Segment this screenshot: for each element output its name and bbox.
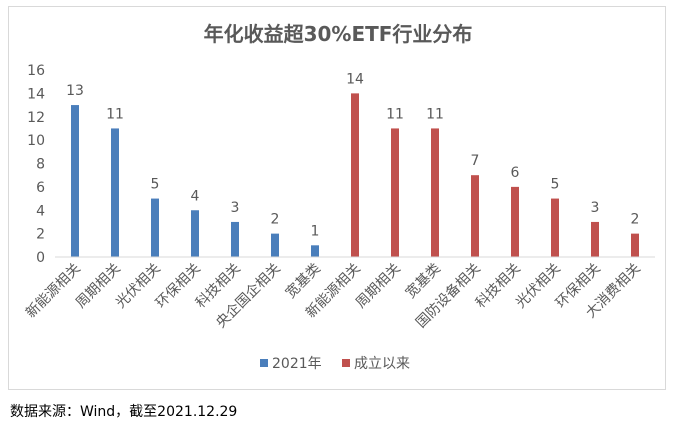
y-tick-label: 10 bbox=[27, 133, 45, 149]
bar bbox=[431, 128, 439, 257]
bar-value-label: 3 bbox=[591, 200, 600, 216]
legend-swatch bbox=[260, 359, 268, 367]
bar bbox=[591, 221, 599, 257]
bar-value-label: 4 bbox=[191, 188, 200, 204]
bar bbox=[151, 198, 159, 257]
bar bbox=[511, 186, 519, 257]
bar-value-label: 11 bbox=[386, 106, 404, 122]
bar-value-label: 7 bbox=[471, 153, 480, 169]
legend-item[interactable]: 成立以来 bbox=[342, 356, 410, 372]
y-tick-label: 8 bbox=[36, 157, 45, 173]
bar bbox=[631, 233, 639, 257]
bar-value-label: 1 bbox=[311, 223, 320, 239]
x-tick-label: 周期相关 bbox=[353, 261, 404, 312]
bars bbox=[71, 93, 639, 257]
legend-item[interactable]: 2021年 bbox=[260, 356, 322, 372]
y-tick-label: 0 bbox=[36, 250, 45, 266]
y-tick-label: 12 bbox=[27, 110, 45, 126]
bar bbox=[111, 128, 119, 257]
chart-title: 年化收益超30%ETF行业分布 bbox=[204, 22, 473, 46]
x-axis: 新能源相关周期相关光伏相关环保相关科技相关央企国企相关宽基类新能源相关周期相关宽… bbox=[23, 256, 655, 331]
bar-value-label: 5 bbox=[151, 177, 160, 193]
bar bbox=[191, 210, 199, 257]
bar bbox=[71, 105, 79, 257]
bar-value-label: 3 bbox=[231, 200, 240, 216]
bar bbox=[391, 128, 399, 257]
bar bbox=[471, 175, 479, 257]
bar bbox=[231, 221, 239, 257]
legend-label: 2021年 bbox=[272, 356, 322, 372]
bar-value-label: 11 bbox=[106, 106, 124, 122]
bar bbox=[271, 233, 279, 257]
bar-value-label: 13 bbox=[66, 83, 84, 99]
legend[interactable]: 2021年 成立以来 bbox=[260, 356, 410, 372]
chart-frame: 年化收益超30%ETF行业分布 0 2 4 6 8 10 12 14 16 13 11 5 4 3 2 1 1… bbox=[8, 6, 666, 390]
bar-labels: 13 11 5 4 3 2 1 14 11 11 7 6 5 3 2 bbox=[66, 71, 639, 239]
source-note: 数据来源：Wind，截至2021.12.29 bbox=[10, 404, 238, 420]
bar bbox=[351, 93, 359, 257]
y-tick-label: 14 bbox=[27, 86, 45, 102]
bar-value-label: 11 bbox=[426, 106, 444, 122]
bar-value-label: 6 bbox=[511, 165, 520, 181]
y-tick-label: 6 bbox=[36, 180, 45, 196]
y-axis: 0 2 4 6 8 10 12 14 16 bbox=[27, 63, 45, 266]
y-tick-label: 4 bbox=[36, 203, 45, 219]
bar-value-label: 2 bbox=[271, 212, 280, 228]
y-tick-label: 2 bbox=[36, 227, 45, 243]
legend-swatch bbox=[342, 359, 350, 367]
legend-label: 成立以来 bbox=[354, 356, 410, 372]
x-tick-label: 新能源相关 bbox=[23, 261, 84, 322]
bar bbox=[551, 198, 559, 257]
bar-value-label: 14 bbox=[346, 71, 364, 87]
bar bbox=[311, 245, 319, 257]
y-tick-label: 16 bbox=[27, 63, 45, 79]
bar-value-label: 5 bbox=[551, 177, 560, 193]
bar-value-label: 2 bbox=[631, 212, 640, 228]
